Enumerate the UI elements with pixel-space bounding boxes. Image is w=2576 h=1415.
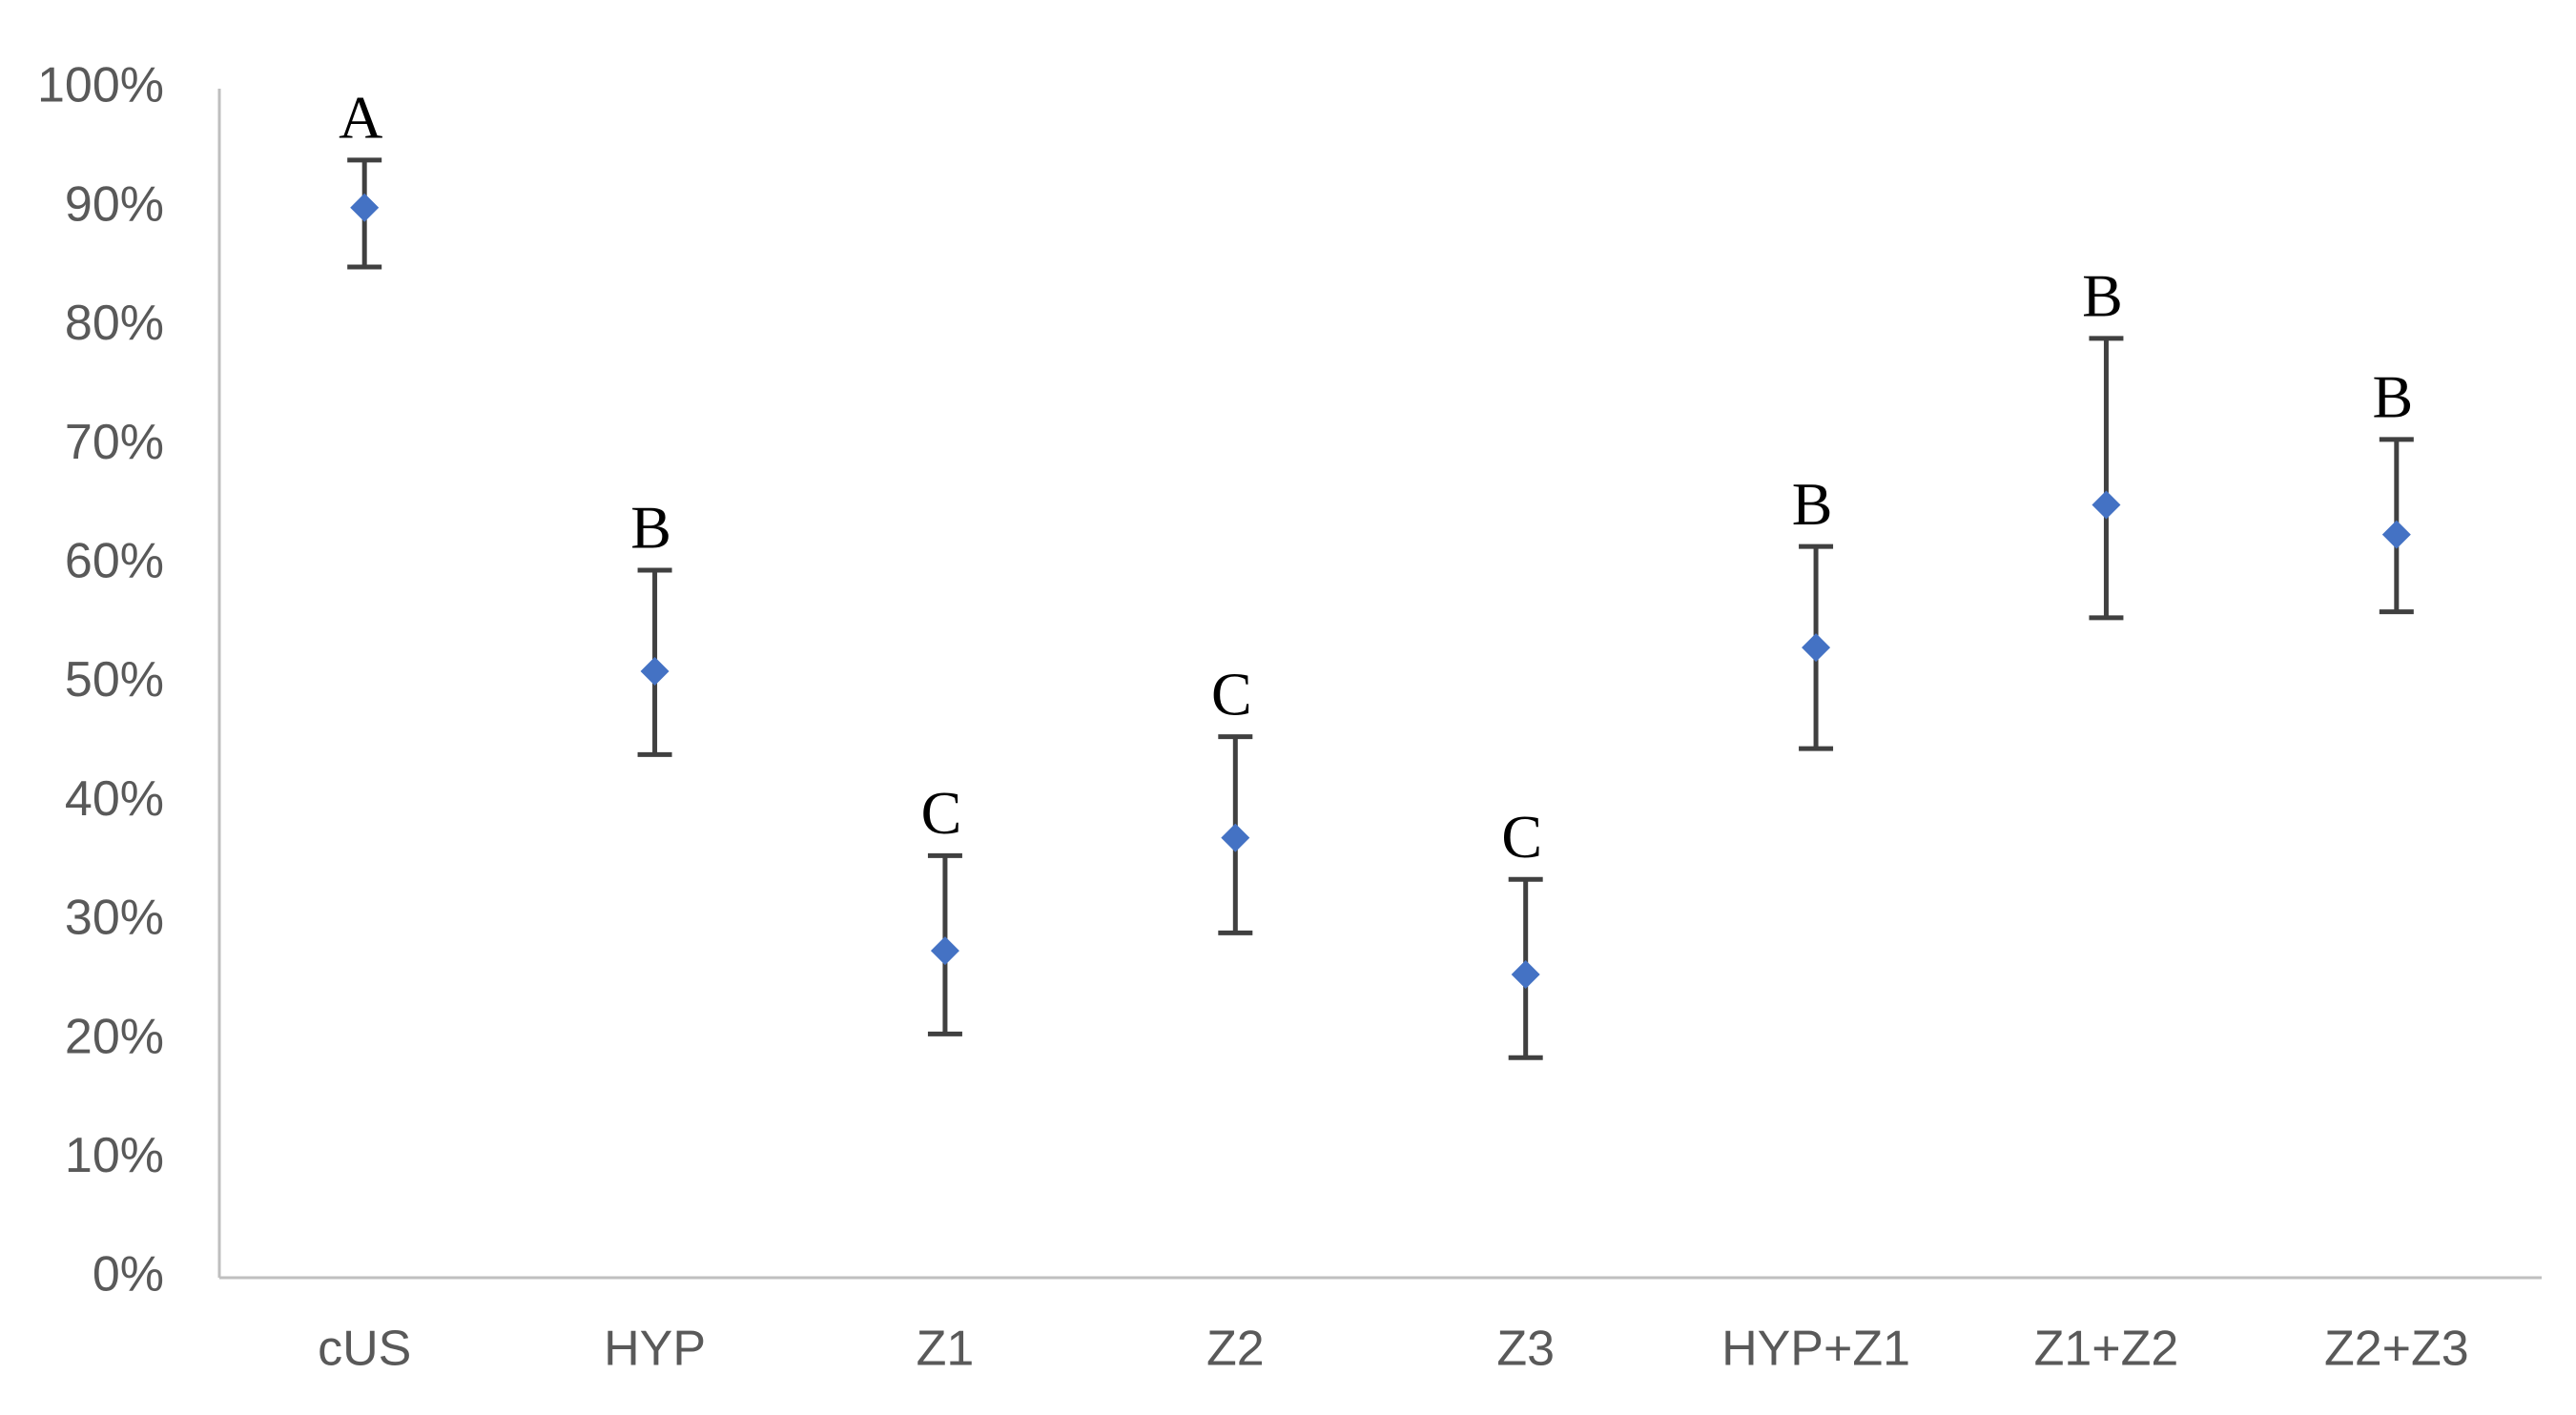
data-point-marker	[1221, 823, 1250, 852]
x-tick-label: Z1	[917, 1322, 975, 1377]
x-tick-label: HYP+Z1	[1721, 1322, 1910, 1377]
significance-labels: A B C C C B B B	[339, 84, 2413, 871]
x-tick-label: HYP	[604, 1322, 706, 1377]
significance-label: C	[921, 779, 962, 847]
significance-label: B	[630, 494, 671, 562]
significance-label: B	[2372, 363, 2413, 431]
axes	[217, 89, 2542, 1280]
data-point-marker	[1802, 633, 1831, 663]
significance-label: C	[1211, 660, 1252, 728]
x-axis-tick-labels: cUS HYP Z1 Z2 Z3 HYP+Z1 Z1+Z2 Z2+Z3	[318, 1322, 2469, 1377]
error-bar	[2089, 336, 2124, 621]
y-tick-label: 100%	[37, 58, 164, 113]
y-tick-label: 60%	[65, 534, 164, 589]
y-tick-label: 70%	[65, 415, 164, 470]
y-tick-label: 90%	[65, 176, 164, 232]
y-tick-label: 80%	[65, 296, 164, 351]
x-tick-label: Z2	[1206, 1322, 1265, 1377]
data-points	[350, 193, 2411, 990]
x-tick-label: Z2+Z3	[2324, 1322, 2469, 1377]
significance-label: B	[2082, 262, 2123, 330]
significance-label: A	[339, 84, 382, 152]
significance-label: C	[1501, 803, 1542, 871]
y-tick-label: 40%	[65, 771, 164, 827]
data-point-marker	[640, 657, 670, 687]
x-tick-label: cUS	[318, 1322, 411, 1377]
y-tick-label: 10%	[65, 1128, 164, 1183]
data-point-marker	[930, 936, 959, 966]
y-tick-label: 20%	[65, 1009, 164, 1064]
y-tick-label: 50%	[65, 652, 164, 708]
data-point-marker	[350, 193, 380, 222]
significance-label: B	[1792, 470, 1833, 538]
x-tick-label: Z3	[1496, 1322, 1555, 1377]
data-point-marker	[1511, 960, 1540, 990]
y-tick-label: 0%	[93, 1247, 164, 1302]
data-point-marker	[2092, 490, 2121, 520]
x-tick-label: Z1+Z2	[2034, 1322, 2179, 1377]
y-axis-tick-labels: 0% 10% 20% 30% 40% 50% 60% 70% 80% 90% 100%	[37, 58, 164, 1302]
data-point-marker	[2381, 520, 2411, 549]
y-tick-label: 30%	[65, 891, 164, 946]
